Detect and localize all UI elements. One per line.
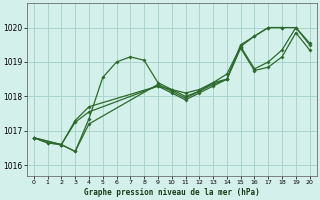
X-axis label: Graphe pression niveau de la mer (hPa): Graphe pression niveau de la mer (hPa) [84, 188, 260, 197]
